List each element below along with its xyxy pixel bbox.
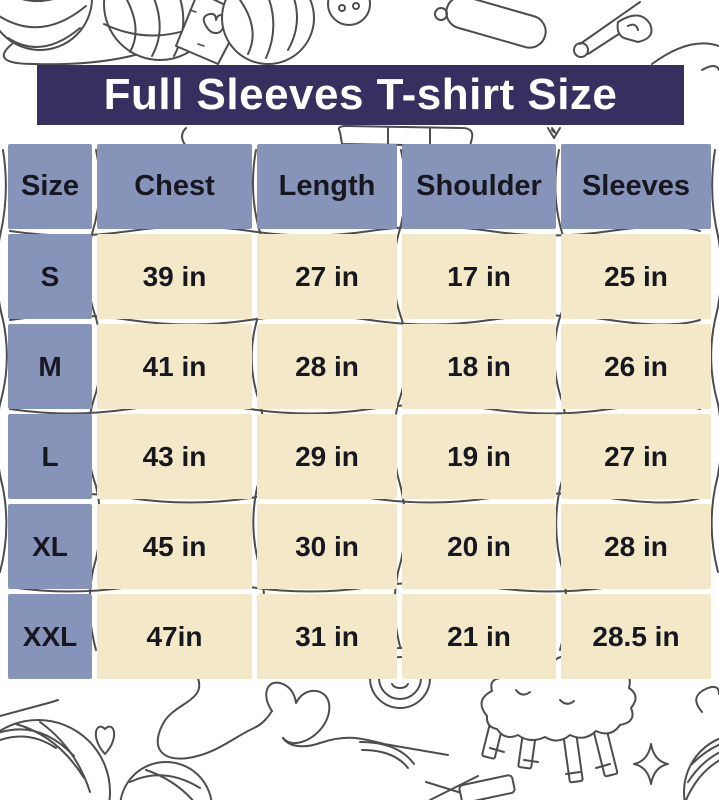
measurement-cell: 18 in: [402, 324, 556, 409]
measurement-cell: 27 in: [561, 414, 711, 499]
measurement-cell: 41 in: [97, 324, 252, 409]
measurement-cell: 19 in: [402, 414, 556, 499]
measurement-cell: 20 in: [402, 504, 556, 589]
chart-title-banner: Full Sleeves T-shirt Size: [37, 65, 684, 125]
chart-title: Full Sleeves T-shirt Size: [103, 70, 618, 119]
measurement-cell: 43 in: [97, 414, 252, 499]
measurement-cell: 31 in: [257, 594, 397, 679]
yarn-ball-icon: [0, 719, 111, 800]
measurement-cell: 27 in: [257, 234, 397, 319]
size-table: Size Chest Length Shoulder Sleeves S 39 …: [8, 144, 711, 679]
sparkle-icon: [633, 743, 669, 785]
measurement-cell: 21 in: [402, 594, 556, 679]
size-label-cell: XL: [8, 504, 92, 589]
size-label-cell: XXL: [8, 594, 92, 679]
measurement-cell: 26 in: [561, 324, 711, 409]
measurement-cell: 25 in: [561, 234, 711, 319]
scissors-icon: [425, 774, 516, 800]
header-cell-length: Length: [257, 144, 397, 229]
size-label-cell: L: [8, 414, 92, 499]
measurement-cell: 28 in: [257, 324, 397, 409]
measurement-cell: 29 in: [257, 414, 397, 499]
measurement-cell: 28.5 in: [561, 594, 711, 679]
measurement-cell: 17 in: [402, 234, 556, 319]
button-icon: [327, 0, 371, 26]
yarn-string-heart-icon: [156, 673, 449, 760]
knitting-needle-icon: [0, 699, 59, 717]
yarn-ball-icon: [119, 761, 213, 800]
measurement-cell: 45 in: [97, 504, 252, 589]
measurement-cell: 39 in: [97, 234, 252, 319]
safety-pin-icon: [434, 0, 547, 49]
safety-pin-icon: [573, 1, 653, 58]
header-cell-shoulder: Shoulder: [402, 144, 556, 229]
size-label-cell: M: [8, 324, 92, 409]
measurement-cell: 47in: [97, 594, 252, 679]
size-label-cell: S: [8, 234, 92, 319]
yarn-string-icon: [701, 65, 719, 71]
measurement-cell: 30 in: [257, 504, 397, 589]
header-cell-sleeves: Sleeves: [561, 144, 711, 229]
heart-icon: [95, 725, 115, 755]
measurement-cell: 28 in: [561, 504, 711, 589]
header-cell-size: Size: [8, 144, 92, 229]
crochet-hook-icon: [359, 741, 415, 769]
yarn-ball-icon: [683, 685, 719, 800]
spool-icon: [181, 125, 561, 147]
yarn-skein-icon: [103, 0, 315, 65]
yarn-string-icon: [651, 42, 719, 65]
header-cell-chest: Chest: [97, 144, 252, 229]
